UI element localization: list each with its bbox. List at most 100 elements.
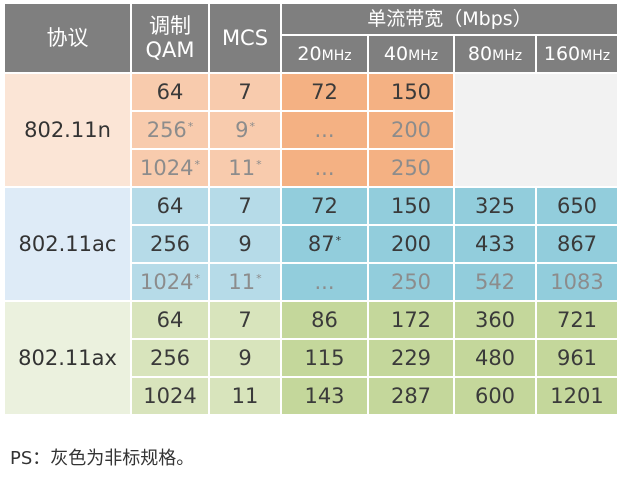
qam-cell: 1024* bbox=[130, 148, 210, 188]
rate-value: 1201 bbox=[550, 384, 604, 408]
rate-cell: 115 bbox=[280, 338, 369, 378]
mcs-value: 7 bbox=[238, 80, 252, 104]
rate-cell: 360 bbox=[453, 300, 537, 340]
rate-value: 86 bbox=[311, 308, 338, 332]
mcs-value: 7 bbox=[238, 308, 252, 332]
rate-cell: 229 bbox=[367, 338, 455, 378]
rate-value: 721 bbox=[556, 308, 598, 332]
rate-cell: 433 bbox=[453, 224, 537, 264]
rate-cell: 542 bbox=[453, 262, 537, 302]
mcs-cell: 11 bbox=[208, 376, 282, 416]
nonstandard-star: * bbox=[256, 158, 262, 171]
qam-value: 256 bbox=[149, 232, 191, 256]
mcs-value: 9 bbox=[238, 232, 252, 256]
rate-cell: 87* bbox=[280, 224, 369, 264]
rate-cell: 1201 bbox=[535, 376, 619, 416]
protocol-cell: 802.11ac bbox=[3, 186, 132, 302]
header-width-num: 160 bbox=[543, 43, 581, 65]
header-width-unit: MHz bbox=[321, 48, 352, 64]
protocol-cell: 802.11n bbox=[3, 72, 132, 188]
rate-cell: 287 bbox=[367, 376, 455, 416]
mcs-value: 7 bbox=[238, 194, 252, 218]
rate-cell: 961 bbox=[535, 338, 619, 378]
rate-value: 433 bbox=[474, 232, 516, 256]
rate-value: ... bbox=[314, 156, 335, 180]
qam-value: 64 bbox=[156, 80, 184, 104]
rate-value: 325 bbox=[474, 194, 516, 218]
header-width-40: 40MHz bbox=[367, 34, 455, 74]
qam-value: 256 bbox=[146, 118, 187, 142]
nonstandard-star: * bbox=[194, 158, 200, 171]
wifi-rate-table: 协议 调制 QAM MCS 单流带宽（Mbps） 20MHz 40MHz 80MH… bbox=[3, 2, 619, 416]
rate-value: 229 bbox=[390, 346, 432, 370]
nonstandard-star: * bbox=[187, 120, 194, 133]
rate-value: 72 bbox=[311, 194, 338, 218]
table-row: 1024 11 143 287 600 1201 bbox=[4, 376, 619, 416]
nonstandard-star: * bbox=[249, 120, 255, 133]
rate-cell: 600 bbox=[453, 376, 537, 416]
rate-value: 200 bbox=[390, 232, 432, 256]
rate-value: 115 bbox=[304, 346, 345, 370]
rate-value: 200 bbox=[390, 118, 432, 142]
rate-cell: ... bbox=[280, 262, 369, 302]
header-width-unit: MHz bbox=[492, 48, 523, 64]
qam-cell: 64 bbox=[130, 186, 210, 226]
rate-value: 72 bbox=[311, 80, 338, 104]
header-bandwidth-label: 单流带宽（Mbps） bbox=[367, 8, 532, 30]
empty-cell bbox=[453, 72, 619, 188]
header-width-20: 20MHz bbox=[280, 34, 369, 74]
mcs-cell: 7 bbox=[208, 300, 282, 340]
rate-cell: 150 bbox=[367, 72, 455, 112]
mcs-cell: 9* bbox=[208, 110, 282, 150]
table-row: 256* 9* ... 200 bbox=[4, 110, 618, 150]
rate-cell: ... bbox=[280, 148, 369, 188]
rate-value: 250 bbox=[390, 270, 432, 294]
rate-value: ... bbox=[314, 118, 335, 142]
qam-cell: 1024 bbox=[130, 376, 210, 416]
rate-value: 360 bbox=[474, 308, 516, 332]
header-modulation-line1: 调制 bbox=[149, 14, 191, 38]
header-width-unit: MHz bbox=[580, 48, 611, 64]
mcs-cell: 11* bbox=[208, 262, 282, 302]
mcs-value: 9 bbox=[238, 346, 252, 370]
rate-cell: ... bbox=[280, 110, 369, 150]
mcs-cell: 9 bbox=[208, 224, 282, 264]
mcs-cell: 7 bbox=[208, 186, 282, 226]
table-row: 802.11n 64 7 72 150 bbox=[3, 72, 619, 188]
table-row: 256 9 87* 200 433 867 bbox=[4, 224, 619, 264]
header-width-num: 80 bbox=[467, 43, 493, 65]
header-width-unit: MHz bbox=[408, 48, 439, 64]
protocol-cell: 802.11ax bbox=[3, 300, 132, 416]
header-modulation: 调制 QAM bbox=[130, 2, 210, 74]
rate-cell: 200 bbox=[367, 224, 455, 264]
rate-cell: 150 bbox=[367, 186, 455, 226]
header-bandwidth: 单流带宽（Mbps） bbox=[280, 2, 619, 36]
rate-cell: 1083 bbox=[535, 262, 619, 302]
table-row: 1024* 11* ... 250 542 1083 bbox=[4, 262, 619, 302]
rate-cell: 867 bbox=[535, 224, 619, 264]
mcs-value: 11 bbox=[228, 270, 256, 294]
table-row: 802.11ax 64 7 86 172 360 721 bbox=[3, 300, 619, 416]
rate-cell: 72 bbox=[280, 186, 369, 226]
qam-value: 1024 bbox=[140, 156, 194, 180]
rate-cell: 480 bbox=[453, 338, 537, 378]
footnote: PS：灰色为非标规格。 bbox=[10, 448, 195, 469]
qam-cell: 64 bbox=[130, 300, 210, 340]
rate-value: 150 bbox=[390, 80, 432, 104]
rate-value: ... bbox=[314, 270, 335, 294]
table-row: 1024* 11* ... 250 bbox=[4, 148, 618, 188]
qam-value: 1024 bbox=[143, 384, 197, 408]
qam-value: 1024 bbox=[140, 270, 194, 294]
header-protocol: 协议 bbox=[3, 2, 132, 74]
rate-cell: 143 bbox=[280, 376, 369, 416]
mcs-cell: 11* bbox=[208, 148, 282, 188]
header-width-160: 160MHz bbox=[535, 34, 619, 74]
table-row: 802.11ac 64 7 72 150 325 650 bbox=[3, 186, 619, 302]
mcs-cell: 7 bbox=[208, 72, 282, 112]
nonstandard-star: * bbox=[335, 234, 342, 247]
rate-cell: 325 bbox=[453, 186, 537, 226]
qam-cell: 256 bbox=[130, 224, 210, 264]
header-modulation-line2: QAM bbox=[145, 38, 195, 62]
nonstandard-star: * bbox=[194, 272, 200, 285]
rate-cell: 86 bbox=[280, 300, 369, 340]
